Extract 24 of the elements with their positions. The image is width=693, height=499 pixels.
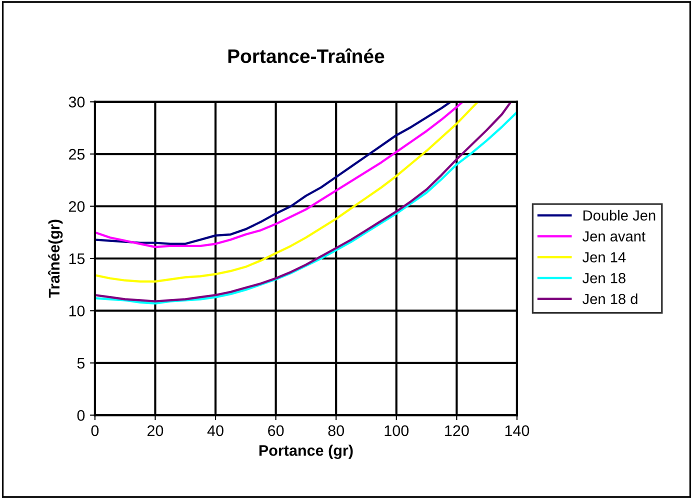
legend-label: Jen 14 (582, 252, 626, 262)
x-tick-label: 0 (91, 425, 99, 436)
y-tick-label: 15 (69, 254, 85, 264)
x-tick-label: 40 (207, 425, 224, 436)
x-tick-label: 60 (268, 425, 284, 436)
x-tick-label: 80 (328, 425, 344, 436)
x-axis-title: Portance (gr) (259, 444, 353, 459)
y-tick-label: 25 (68, 148, 85, 160)
y-tick-label: 20 (68, 201, 85, 212)
y-tick-label: 30 (68, 96, 85, 108)
chart-title: Portance-Traînée (228, 48, 384, 64)
legend-label: Jen 18 d (582, 293, 638, 304)
line-series (94, 102, 479, 283)
x-tick-label: 20 (148, 425, 164, 436)
y-tick-label: 10 (69, 306, 85, 316)
x-tick-label: 100 (384, 425, 409, 436)
x-tick-label: 140 (505, 425, 530, 436)
y-tick-label: 5 (77, 358, 85, 369)
legend-label: Double Jen (583, 210, 656, 221)
legend-label: Jen avant (582, 231, 646, 242)
x-tick-label: 120 (445, 425, 469, 436)
y-tick-label: 0 (77, 410, 85, 421)
y-axis-title: Traînée(gr) (48, 220, 63, 298)
legend-label: Jen 18 (582, 272, 626, 284)
